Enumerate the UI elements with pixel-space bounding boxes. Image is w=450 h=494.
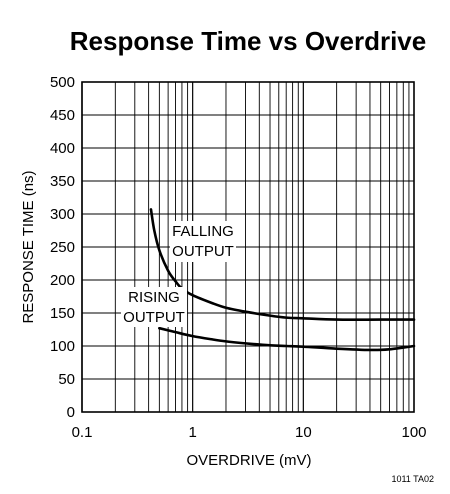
y-tick-label-0: 0 bbox=[67, 404, 75, 421]
y-tick-label-6: 300 bbox=[50, 206, 75, 223]
x-tick-label-1: 1 bbox=[188, 424, 196, 441]
x-tick-label-3: 100 bbox=[401, 424, 426, 441]
chart-tick-labels: 0 50 100 150 200 250 300 350 400 450 500 0.1 1 10 100 bbox=[50, 74, 427, 441]
y-tick-label-3: 150 bbox=[50, 305, 75, 322]
y-tick-label-10: 500 bbox=[50, 74, 75, 91]
x-tick-label-2: 10 bbox=[295, 424, 312, 441]
y-tick-label-4: 200 bbox=[50, 272, 75, 289]
chart-series bbox=[149, 208, 416, 352]
y-tick-label-8: 400 bbox=[50, 140, 75, 157]
y-axis-label: RESPONSE TIME (ns) bbox=[20, 170, 37, 323]
chart-grid bbox=[81, 81, 414, 413]
y-tick-label-1: 50 bbox=[58, 371, 75, 388]
y-tick-label-9: 450 bbox=[50, 107, 75, 124]
y-tick-label-7: 350 bbox=[50, 173, 75, 190]
x-axis-label: OVERDRIVE (mV) bbox=[186, 452, 311, 469]
rising-output-label-line2: OUTPUT bbox=[123, 309, 185, 326]
y-tick-label-2: 100 bbox=[50, 338, 75, 355]
rising-label-background bbox=[121, 287, 187, 327]
series-line-falling-output bbox=[149, 208, 416, 321]
figure-footnote: 1011 TA02 bbox=[391, 474, 434, 484]
falling-output-label-line1: FALLING bbox=[172, 223, 234, 240]
series-line-rising-output bbox=[158, 326, 416, 352]
y-tick-label-5: 250 bbox=[50, 239, 75, 256]
falling-label-background bbox=[170, 221, 236, 262]
rising-output-label-line1: RISING bbox=[128, 289, 180, 306]
chart-title: Response Time vs Overdrive bbox=[70, 26, 426, 56]
x-tick-label-0: 0.1 bbox=[72, 424, 93, 441]
plot-frame bbox=[81, 81, 415, 413]
falling-output-label-line2: OUTPUT bbox=[172, 243, 234, 260]
